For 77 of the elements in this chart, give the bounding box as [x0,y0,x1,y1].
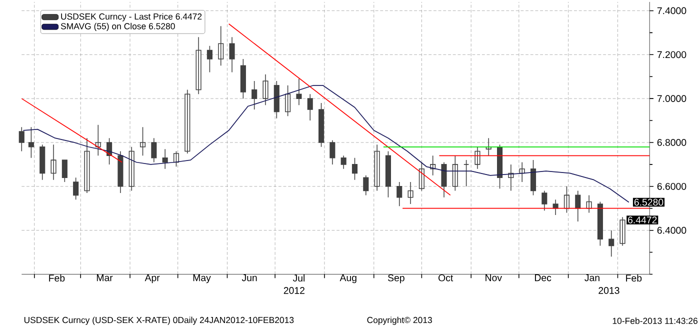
legend-label: SMAVG (55) on Close 6.5280 [60,23,175,32]
x-tick-label: Jul [292,274,305,282]
candlestick [274,80,280,119]
y-tick-label: 6.4000 [657,227,686,234]
text: USDSEK Curncy (USD-SEK X-RATE) 0Daily 24JAN2012-10FEB2013 [24,316,294,326]
candlestick [62,160,68,183]
candlestick [162,148,168,170]
candlestick [441,162,447,198]
x-tick-label: Jun [242,274,257,282]
y-tick-label: 6.8000 [657,139,686,146]
candlestick [28,126,34,158]
candlestick [363,175,369,196]
candlestick [552,199,558,216]
text: Copyright© 2013 [367,316,432,326]
candlestick [218,26,224,66]
candlestick [184,90,190,154]
candlestick [240,58,246,100]
candlestick [40,144,46,180]
x-tick-label: Jan [584,274,600,282]
y-tick-label: 7.4000 [657,8,686,14]
candlestick [318,102,324,148]
candlestick [452,155,458,192]
text: 2012 [284,287,304,294]
candlestick [50,144,56,180]
x-tick-label: Aug [340,274,356,284]
x-tick-label: Feb [626,274,642,282]
candlestick [95,124,101,156]
text: 2013 [598,287,620,294]
candlestick [340,155,346,170]
candlestick [575,190,581,222]
candlestick [396,182,402,207]
candlestick [486,138,492,156]
y-tick-label: 6.6000 [657,183,686,190]
x-tick-label: Feb [49,274,65,282]
candlestick [229,36,235,73]
candlestick [408,182,414,205]
candlestick [374,144,380,192]
text: 6.4472 [628,216,657,224]
candlestick [262,74,268,106]
candlestick [330,140,336,166]
candlestick [542,190,548,212]
candlestick [352,158,358,180]
legend-label: USDSEK Curncy - Last Price 6.4472 [61,13,202,22]
candlestick [385,151,391,198]
candlestick [118,151,124,194]
candlestick [285,85,291,117]
candlestick [84,138,90,194]
candlestick [140,126,146,156]
candlestick [307,94,313,122]
text: 10-Feb-2013 11:43:26 [612,318,698,324]
x-tick-label: May [193,274,211,284]
candlestick [296,78,302,106]
candlestick [586,195,592,214]
y-tick-label: 7.0000 [657,95,686,102]
candlestick [519,162,525,183]
data-label: 6.5280 [634,199,664,206]
candlestick [474,146,480,170]
candlestick [128,146,134,192]
candlestick [73,177,79,200]
candlestick [597,202,603,246]
x-tick-label: Oct [438,274,454,282]
candlestick [18,126,24,152]
candlestick [608,230,614,258]
x-tick-label: Nov [486,274,502,282]
x-tick-label: Mar [96,274,113,282]
y-tick-label: 7.2000 [657,51,686,58]
candlestick [530,160,536,196]
x-tick-label: Sep [388,274,404,284]
x-tick-label: Apr [144,274,160,284]
candlestick [151,138,157,163]
candlestick [206,46,212,73]
line-series [22,85,630,203]
x-tick-label: Dec [534,274,552,282]
candlestick [196,36,202,95]
candlestick [252,80,258,110]
candlestick [620,216,626,246]
candlestick [464,160,470,188]
